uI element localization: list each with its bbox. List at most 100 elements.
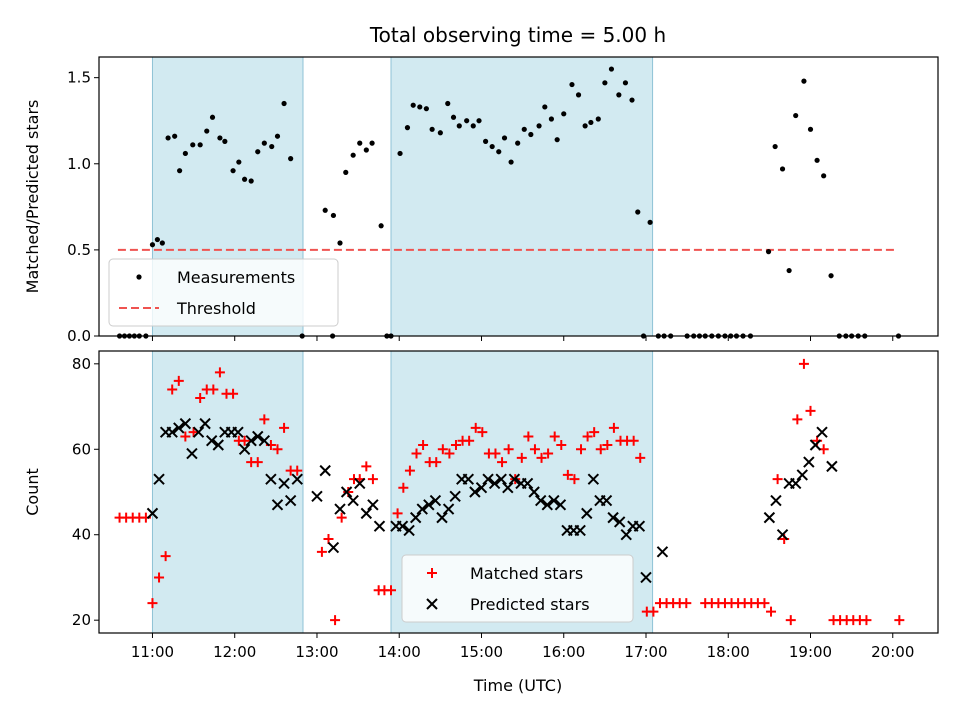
predicted-star-point xyxy=(442,503,455,515)
predicted-star-point xyxy=(265,473,277,485)
measurement-point xyxy=(363,147,369,153)
measurement-point xyxy=(464,118,470,124)
measurement-point xyxy=(397,150,403,157)
matched-star-point xyxy=(330,615,341,626)
matched-star-point xyxy=(252,457,263,468)
predicted-star-point xyxy=(482,473,494,485)
measurement-point xyxy=(165,135,171,141)
measurement-point xyxy=(779,166,786,172)
matched-star-point xyxy=(336,512,347,523)
predicted-star-point xyxy=(354,477,366,490)
count-panel: 20 40 60 80 11:00 12:00 13:00 14:00 15:00 16:00 17… xyxy=(23,350,939,661)
measurement-point xyxy=(222,138,228,144)
measurement-point xyxy=(561,111,567,117)
matched-star-point xyxy=(398,482,409,493)
predicted-star-point xyxy=(291,473,303,485)
measurement-point xyxy=(765,249,772,255)
matched-star-point xyxy=(576,444,587,455)
measurement-point xyxy=(608,66,615,72)
predicted-star-point xyxy=(816,426,828,438)
measurement-point xyxy=(801,78,807,84)
matched-star-point xyxy=(272,444,283,455)
matched-star-point xyxy=(361,461,372,472)
matched-star-point xyxy=(766,606,777,617)
matched-star-point xyxy=(195,393,206,403)
measurement-point xyxy=(821,173,827,179)
predicted-star-point xyxy=(192,426,205,438)
predicted-star-point xyxy=(469,486,481,498)
matched-star-point xyxy=(392,508,403,519)
measurement-point xyxy=(337,240,343,246)
y-tick-label: 40 xyxy=(72,526,91,544)
measurement-point xyxy=(248,178,254,184)
matched-star-point xyxy=(562,469,573,480)
matched-star-point xyxy=(569,474,580,485)
predicted-star-point xyxy=(327,541,340,554)
measurement-point xyxy=(423,106,429,112)
predicted-star-point xyxy=(245,435,257,447)
matched-star-point xyxy=(543,448,554,459)
measurement-point xyxy=(154,236,161,243)
legend-label: Matched stars xyxy=(470,564,583,583)
measurement-point xyxy=(261,140,267,146)
predicted-star-point xyxy=(475,482,488,494)
measurement-point xyxy=(456,123,462,129)
measurement-point xyxy=(482,138,489,144)
measurement-point xyxy=(369,140,375,146)
predicted-star-point xyxy=(373,520,386,532)
matched-star-point xyxy=(386,585,397,596)
matched-star-point xyxy=(503,444,514,455)
predicted-star-point xyxy=(278,477,290,490)
x-tick-label: 17:00 xyxy=(624,643,667,661)
measurement-point xyxy=(350,152,356,158)
matched-star-point xyxy=(805,405,816,416)
measurement-point xyxy=(616,92,622,98)
predicted-star-point xyxy=(633,520,646,532)
measurement-point xyxy=(595,116,601,122)
measurement-point xyxy=(378,223,384,229)
y-tick-label: 20 xyxy=(72,611,91,629)
predicted-star-point xyxy=(796,469,808,481)
shaded-interval xyxy=(390,56,654,337)
predicted-star-point xyxy=(541,499,553,511)
measurement-point xyxy=(255,149,261,155)
matched-star-point xyxy=(173,375,184,386)
y-tick-label: 1.5 xyxy=(67,69,91,87)
measurement-point xyxy=(322,207,328,213)
axes-frame xyxy=(98,56,939,337)
measurement-point xyxy=(588,119,594,126)
measurement-point xyxy=(828,273,834,279)
predicted-star-point xyxy=(252,430,264,443)
measurement-point xyxy=(496,149,502,155)
measurement-point xyxy=(489,143,495,150)
predicted-star-point xyxy=(429,494,442,507)
predicted-star-point xyxy=(238,443,251,455)
predicted-star-point xyxy=(166,426,178,438)
x-tick-label: 13:00 xyxy=(295,643,338,661)
measurement-point xyxy=(281,100,287,107)
predicted-star-point xyxy=(763,511,776,524)
predicted-star-point xyxy=(319,464,331,477)
predicted-star-point xyxy=(212,439,224,451)
measurement-point xyxy=(521,126,527,132)
measurement-point xyxy=(470,123,476,129)
legend-box xyxy=(401,554,634,623)
matched-star-point xyxy=(160,551,171,562)
legend-label: Threshold xyxy=(176,299,256,318)
x-tick-label: 19:00 xyxy=(789,643,832,661)
predicted-star-point xyxy=(367,499,379,511)
legend-marker-matched xyxy=(427,568,437,578)
matched-star-point xyxy=(523,431,534,442)
measurement-point xyxy=(236,159,242,165)
matched-star-point xyxy=(785,615,796,626)
measurement-point xyxy=(357,140,363,146)
measurement-point xyxy=(629,97,635,103)
measurement-point xyxy=(197,142,203,148)
matched-star-point xyxy=(154,572,165,583)
predicted-star-point xyxy=(508,473,521,485)
legend-marker-measurement xyxy=(136,274,142,280)
measurement-point xyxy=(772,143,778,150)
measurement-point xyxy=(288,156,294,162)
predicted-star-point xyxy=(340,486,353,498)
matched-star-point xyxy=(759,598,770,609)
